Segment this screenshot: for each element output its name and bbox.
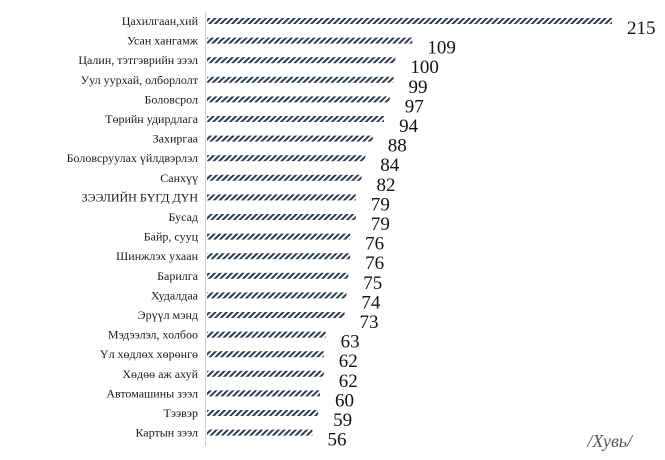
bar [207, 96, 390, 103]
value-label: 82 [376, 175, 395, 196]
category-label: Мэдээлэл, холбоо [108, 328, 198, 342]
value-label: 79 [371, 194, 390, 215]
value-label: 94 [399, 116, 419, 137]
category-label: Боловсруулах үйлдвэрлэл [67, 151, 198, 165]
category-label: Худалдаа [151, 288, 199, 302]
value-label: 59 [333, 410, 352, 431]
value-label: 88 [388, 136, 407, 157]
value-label: 56 [327, 430, 346, 451]
bar [207, 312, 345, 318]
category-label: Цалин, тэтгэврийн зээл [78, 53, 198, 67]
bar [207, 37, 413, 44]
category-label: Байр, сууц [144, 230, 199, 244]
bar [207, 174, 362, 181]
bar [207, 18, 612, 24]
category-label: Цахилгаан,хий [122, 14, 199, 28]
value-label: 62 [339, 371, 358, 392]
unit-note: /Хувь/ [587, 431, 632, 451]
value-label: 76 [365, 234, 384, 255]
value-label: 99 [408, 77, 427, 98]
category-label: ЗЭЭЛИЙН БҮГД ДҮН [82, 190, 199, 204]
value-label: 215 [627, 18, 656, 39]
category-label: Уул уурхай, олборлолт [81, 73, 199, 87]
value-label: 74 [361, 292, 381, 313]
bar [207, 214, 356, 220]
value-label: 60 [335, 390, 354, 411]
value-label: 100 [410, 57, 439, 78]
category-label: Автомашины зээл [106, 386, 198, 400]
bar [207, 390, 321, 397]
category-label: Шинжлэх ухаан [116, 249, 198, 263]
bar [207, 194, 356, 201]
value-label: 84 [380, 155, 400, 176]
bar [207, 370, 324, 377]
category-label: Эрүүл мэнд [138, 308, 198, 322]
category-label: Захиргаа [153, 132, 199, 146]
bar [207, 272, 349, 279]
category-label: Үл хөдлөх хөрөнгө [100, 347, 198, 361]
value-label: 62 [339, 351, 358, 372]
bar [207, 331, 326, 338]
bar [207, 410, 319, 416]
value-label: 63 [341, 332, 360, 353]
category-label: Бусад [169, 210, 199, 224]
category-label: Боловсрол [145, 92, 198, 106]
category-label: Картын зээл [135, 426, 198, 440]
value-label: 97 [405, 96, 424, 117]
value-label: 79 [371, 214, 390, 235]
category-label: Тээвэр [164, 406, 198, 420]
bar [207, 253, 351, 260]
category-label: Санхүү [160, 171, 198, 185]
category-label: Төрийн удирдлага [105, 112, 199, 126]
bar [207, 57, 396, 64]
bar [207, 135, 373, 142]
bar [207, 429, 313, 436]
bar [207, 351, 324, 358]
value-label: 75 [363, 273, 382, 294]
value-label: 109 [427, 38, 456, 59]
bar [207, 76, 394, 83]
value-label: 73 [360, 312, 379, 333]
category-label: Барилга [157, 269, 199, 283]
bar [207, 155, 366, 162]
bar [207, 116, 385, 122]
category-label: Хөдөө аж ахуй [122, 367, 198, 381]
category-label: Усан хангамж [127, 34, 199, 48]
value-label: 76 [365, 253, 384, 274]
bar [207, 233, 351, 240]
bar [207, 292, 347, 299]
